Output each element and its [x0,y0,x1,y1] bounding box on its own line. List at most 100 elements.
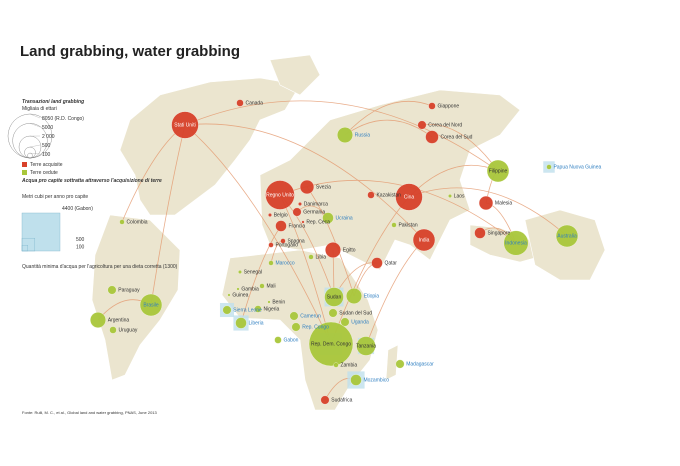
legend-water-square [21,237,36,252]
land-circle [333,362,339,368]
land-circle [222,305,232,315]
land-circle [448,194,452,198]
country-label: Ucraina [335,216,352,222]
country-label: Rep. Ceca [306,220,330,226]
land-circle [289,311,299,321]
land-circle [308,254,314,260]
country-label: Germania [303,210,325,216]
land-circle [268,242,274,248]
country-label: Senegal [244,270,262,276]
country-label: Sudan del Sud [339,311,372,317]
land-circle [301,220,305,224]
country-label: India [419,238,430,244]
land-circle [412,228,436,252]
legend-water-label: 4400 (Gabon) [62,206,93,212]
legend-water-note: Quantità minima d'acqua per l'agricoltur… [22,264,178,270]
country-label: Corea del Nord [428,123,462,129]
country-label: Kazakistan [376,193,401,199]
country-label: Filippine [489,169,508,175]
land-circle [291,322,301,332]
madagascar [385,344,399,381]
land-circle [90,312,106,328]
country-label: Australia [557,234,577,240]
country-label: Portogallo [275,243,298,249]
land-circle [350,374,362,386]
country-label: Nigeria [263,307,279,313]
country-label: Rep. Congo [302,325,329,331]
land-circle [268,260,274,266]
land-circle [299,179,315,195]
country-label: Uruguay [118,328,137,334]
land-circle [236,99,244,107]
country-label: Gambia [241,287,259,293]
country-label: Spagna [287,239,304,245]
transaction-arc [330,196,410,345]
country-label: Camerun [300,314,321,320]
legend-leader [29,113,41,119]
legend-size-label: 5000 [42,125,53,131]
country-label: Belgio [274,213,288,219]
land-circle [109,326,117,334]
country-label: Mozambico [363,378,389,384]
land-circle [308,321,354,367]
country-label: Stati Uniti [174,123,195,129]
land-circle [395,359,405,369]
legend-leader [29,144,41,148]
land-circle [367,191,375,199]
country-label: Zambia [340,363,357,369]
legend-water-subtitle: Metri cubi per anno pro capite [22,194,88,200]
legend-leader [29,152,41,155]
legend-water-label: 100 [76,244,85,250]
country-label: Mali [266,284,275,290]
land-circle [474,227,486,239]
country-label: Indonesia [505,241,527,247]
legend-size-label: 2 000 [42,134,55,140]
legend-land-subtitle: Migliaia di ettari [22,106,57,112]
land-circle [391,222,397,228]
land-circle [425,130,439,144]
legend-size-label: 500 [42,143,51,149]
legend-water-square [21,212,61,252]
land-circle [274,336,282,344]
transaction-arc [184,100,499,172]
legend-size-label: 100 [42,152,51,158]
country-label: Egitto [343,248,356,254]
country-label: Canada [245,101,263,107]
land-circle [107,285,117,295]
land-circle [417,120,427,130]
legend-label: Terre cedute [30,170,58,176]
land-circle [395,183,423,211]
country-label: Papua Nuova Guinea [553,165,601,171]
land-circle [139,293,163,317]
land-circle [320,395,330,405]
country-label: Sudan [327,295,342,301]
land-circle [356,336,376,356]
legend-label: Terre acquisite [30,162,63,168]
country-label: Svezia [316,185,331,191]
country-label: Singapore [487,231,510,237]
source: Fonte: Rulli, M. C., et al., Global land… [22,410,158,415]
land-circle [346,288,362,304]
land-circle [171,111,199,139]
legend-land-title: Transazioni land grabbing [22,99,84,105]
land-circle [503,230,529,256]
land-circle [227,293,231,297]
country-label: Guinea [232,293,248,299]
land-circle [254,305,262,313]
transaction-arc [184,123,425,241]
country-label: Gabon [283,338,298,344]
south-america [91,214,181,381]
land-circle [555,224,579,248]
country-label: Sierra Leone [233,308,262,314]
country-label: Argentina [108,318,130,324]
land-circle [371,257,383,269]
legend-swatch [22,170,27,175]
land-circle [298,202,302,206]
country-label: Liberia [248,321,263,327]
transaction-arc [150,124,186,306]
land-circle [478,195,494,211]
land-circle [267,300,271,304]
country-label: Rep. Dem. Congo [311,342,351,348]
land-circle [280,238,286,244]
